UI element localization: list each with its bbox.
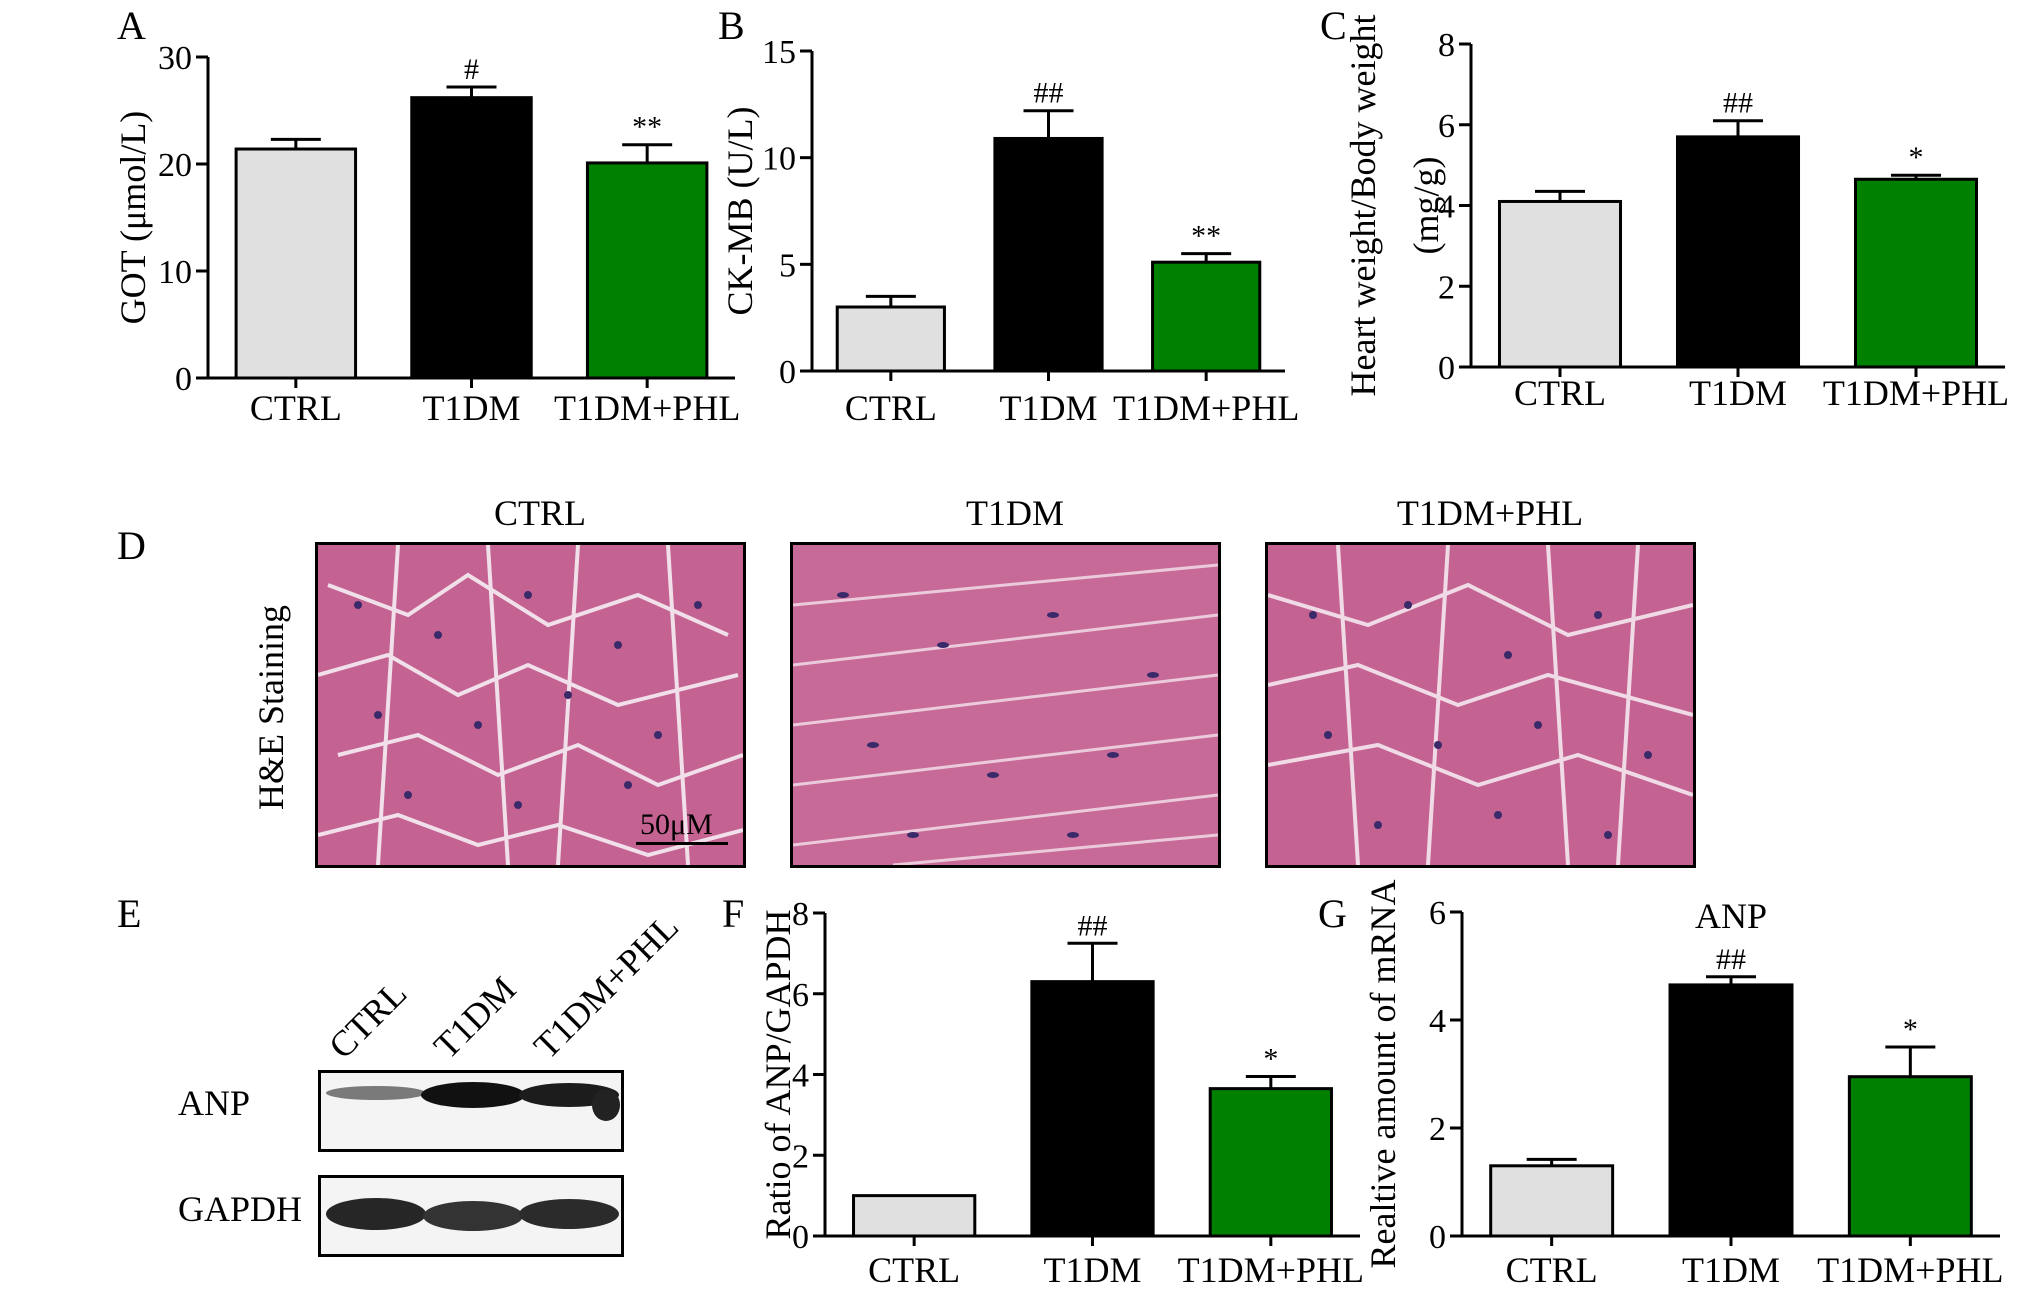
chart-b-category-label-2: T1DM+PHL xyxy=(1113,388,1299,428)
chart-g-bar-1 xyxy=(1668,983,1794,1238)
histology-group-label-phl: T1DM+PHL xyxy=(1396,493,1584,533)
chart-f-ytick-label-1: 2 xyxy=(792,1138,809,1175)
chart-f-ylabel: Ratio of ANP/GAPDH xyxy=(758,909,798,1239)
gapdh-bands xyxy=(326,1198,619,1231)
chart-a-ytick-label-2: 20 xyxy=(158,147,192,184)
histology-texture-phl xyxy=(1268,545,1693,865)
chart-f-annotation-1: ## xyxy=(1078,909,1108,942)
chart-g-ytick-label-1: 2 xyxy=(1429,1111,1446,1148)
western-blot-gapdh xyxy=(318,1175,624,1257)
chart-c-category-label-0: CTRL xyxy=(1514,373,1606,413)
chart-a-category-label-1: T1DM xyxy=(423,388,521,428)
chart-c-bar-2 xyxy=(1853,177,1979,369)
chart-a-annotation-2: ** xyxy=(632,111,662,144)
chart-f-bar-1 xyxy=(1030,980,1155,1238)
chart-c-ytick-label-4: 8 xyxy=(1438,27,1455,64)
chart-b-ytick-label-1: 5 xyxy=(779,247,796,284)
chart-f-annotation-2: * xyxy=(1263,1043,1278,1076)
panel-letter-f: F xyxy=(722,891,745,936)
histology-image-phl xyxy=(1265,542,1696,868)
chart-b-ytick-label-2: 10 xyxy=(762,141,796,178)
chart-g-title: ANP xyxy=(1695,896,1767,936)
chart-g-bar-0 xyxy=(1489,1164,1615,1238)
protein-label-gapdh: GAPDH xyxy=(178,1189,303,1229)
chart-c-ylabel-units: (mg/g) xyxy=(1406,157,1446,255)
chart-f-ytick-label-0: 0 xyxy=(792,1219,809,1256)
chart-c-annotation-2: * xyxy=(1909,141,1924,174)
chart-b-annotation-1: ## xyxy=(1034,77,1064,110)
chart-g-category-label-1: T1DM xyxy=(1682,1250,1780,1290)
chart-c-category-label-1: T1DM xyxy=(1689,373,1787,413)
chart-a-ytick-label-0: 0 xyxy=(175,361,192,398)
chart-f-bar-0 xyxy=(852,1194,977,1238)
chart-a-ytick-label-3: 30 xyxy=(158,40,192,77)
chart-f-ytick-label-4: 8 xyxy=(792,896,809,933)
panel-letter-c: C xyxy=(1320,3,1347,48)
western-blot-anp xyxy=(318,1070,624,1152)
chart-a-bar-1 xyxy=(410,96,533,380)
chart-a-ylabel: GOT (μmol/L) xyxy=(113,111,153,325)
scale-bar-label: 50μM xyxy=(640,808,713,841)
chart-g-ylabel: Realtive amount of mRNA xyxy=(1363,880,1403,1269)
histology-image-t1dm xyxy=(790,542,1221,868)
panel-letter-g: G xyxy=(1318,891,1347,936)
chart-f-bar-2 xyxy=(1208,1087,1333,1238)
chart-b-ytick-label-3: 15 xyxy=(762,34,796,71)
chart-a-bar-2 xyxy=(585,161,709,380)
chart-g-bar-2 xyxy=(1847,1075,1973,1238)
chart-c-category-label-2: T1DM+PHL xyxy=(1823,373,2009,413)
chart-c-ytick-label-1: 2 xyxy=(1438,269,1455,306)
chart-b-ytick-label-0: 0 xyxy=(779,354,796,391)
chart-g-ytick-label-0: 0 xyxy=(1429,1219,1446,1256)
chart-b-ylabel: CK-MB (U/L) xyxy=(720,107,760,316)
histology-group-label-t1dm: T1DM xyxy=(966,493,1064,533)
chart-c-annotation-1: ## xyxy=(1723,87,1753,120)
chart-g-category-label-0: CTRL xyxy=(1506,1250,1598,1290)
chart-c-bar-0 xyxy=(1497,199,1623,369)
chart-b-bar-0 xyxy=(835,305,946,373)
protein-label-anp: ANP xyxy=(178,1083,251,1123)
he-staining-label: H&E Staining xyxy=(251,605,291,810)
chart-a-bar-0 xyxy=(234,147,358,380)
chart-a-annotation-1: # xyxy=(464,53,479,86)
histology-image-ctrl xyxy=(315,542,746,868)
anp-bands xyxy=(326,1082,620,1121)
chart-a-category-label-2: T1DM+PHL xyxy=(554,388,740,428)
scale-bar-line xyxy=(636,842,728,845)
chart-g-ytick-label-3: 6 xyxy=(1429,895,1446,932)
chart-b-category-label-0: CTRL xyxy=(845,388,937,428)
chart-b-category-label-1: T1DM xyxy=(1000,388,1098,428)
chart-c-ytick-label-2: 4 xyxy=(1438,189,1455,226)
chart-b-bar-2 xyxy=(1151,260,1262,373)
chart-f-ytick-label-2: 4 xyxy=(792,1058,809,1095)
chart-c-ytick-label-0: 0 xyxy=(1438,350,1455,387)
panel-letter-a: A xyxy=(117,3,146,48)
panel-letter-e: E xyxy=(117,891,142,936)
chart-c-ytick-label-3: 6 xyxy=(1438,108,1455,145)
panel-letter-d: D xyxy=(117,523,146,568)
chart-c-bar-1 xyxy=(1675,135,1801,369)
chart-f-category-label-1: T1DM xyxy=(1044,1250,1142,1290)
histology-texture-ctrl xyxy=(318,545,743,865)
chart-g-annotation-1: ## xyxy=(1716,943,1746,976)
chart-f-category-label-2: T1DM+PHL xyxy=(1178,1250,1364,1290)
chart-c-ylabel: Heart weight/Body weight xyxy=(1343,15,1383,397)
chart-b-annotation-2: ** xyxy=(1191,220,1221,253)
panel-letter-b: B xyxy=(718,3,745,48)
chart-a-category-label-0: CTRL xyxy=(250,388,342,428)
histology-texture-t1dm xyxy=(793,545,1218,865)
chart-a-ytick-label-1: 10 xyxy=(158,254,192,291)
chart-g-ytick-label-2: 4 xyxy=(1429,1003,1446,1040)
histology-group-label-ctrl: CTRL xyxy=(493,493,586,533)
chart-f-ytick-label-3: 6 xyxy=(792,977,809,1014)
chart-b-bar-1 xyxy=(993,136,1104,373)
chart-g-annotation-2: * xyxy=(1903,1013,1918,1046)
chart-g-category-label-2: T1DM+PHL xyxy=(1817,1250,2003,1290)
chart-f-category-label-0: CTRL xyxy=(868,1250,960,1290)
